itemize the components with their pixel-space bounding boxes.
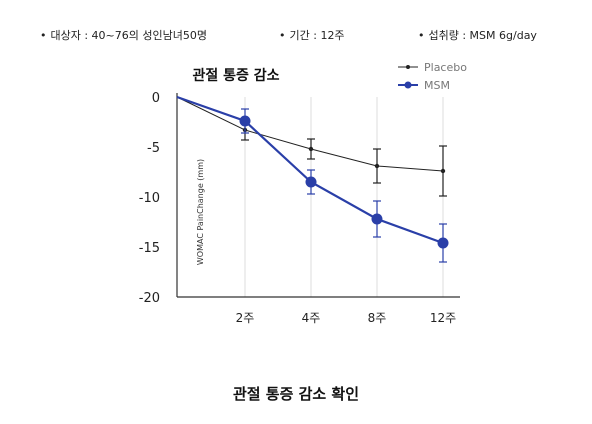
legend-label: MSM [424, 79, 450, 92]
study-info-row: 대상자 : 40~76의 성인남녀50명 기간 : 12주 섭취량 : MSM … [0, 27, 592, 47]
legend-item-msm: MSM [398, 79, 450, 92]
y-tick-label: -5 [147, 141, 160, 156]
info-dosage: 섭취량 : MSM 6g/day [418, 27, 537, 43]
data-point [308, 146, 314, 152]
series-line [176, 96, 444, 172]
grid [244, 97, 444, 297]
info-subjects: 대상자 : 40~76의 성인남녀50명 [40, 27, 207, 43]
x-tick-label: 4주 [302, 311, 321, 325]
series-msm [176, 95, 449, 263]
data-point [371, 213, 383, 225]
data-point [440, 168, 446, 174]
legend-item-placebo: Placebo [398, 61, 467, 74]
data-point [239, 115, 251, 127]
data-point [305, 176, 317, 188]
data-point [437, 237, 449, 249]
pain-change-chart: 관절 통증 감소 WOMAC PainChange (mm) 0 -5 -10 -15… [139, 61, 467, 325]
y-tick-label: -20 [139, 291, 160, 306]
info-period: 기간 : 12주 [279, 27, 345, 43]
y-tick-label: 0 [152, 91, 160, 106]
x-tick-label: 8주 [368, 311, 387, 325]
legend-marker [404, 81, 412, 89]
y-tick-label: -10 [139, 191, 160, 206]
legend-label: Placebo [424, 61, 467, 74]
legend-marker [406, 65, 410, 69]
axes: 0 -5 -10 -15 -20 2주 4주 8주 12주 [139, 91, 460, 325]
series [176, 95, 449, 263]
chart-title: 관절 통증 감소 [192, 67, 279, 84]
y-tick-label: -15 [139, 241, 160, 256]
x-tick-label: 12주 [430, 311, 456, 325]
data-point [374, 163, 380, 169]
x-tick-label: 2주 [236, 311, 255, 325]
y-axis-label: WOMAC PainChange (mm) [196, 159, 205, 265]
legend: Placebo MSM [398, 61, 467, 92]
bottom-caption: 관절 통증 감소 확인 [232, 385, 360, 403]
